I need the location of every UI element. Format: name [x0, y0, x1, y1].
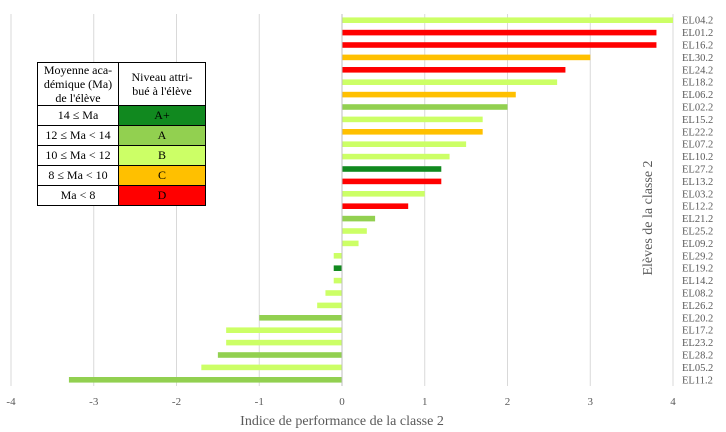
- legend-range: 8 ≤ Ma < 10: [37, 165, 119, 186]
- legend-header-average-line: démique (Ma): [43, 77, 113, 91]
- bar-el22-2: [342, 129, 483, 135]
- legend-header-level-line: Niveau attri-: [131, 70, 193, 84]
- bar-el26-2: [317, 302, 342, 309]
- bar-el16-2: [342, 42, 657, 48]
- legend-level: A: [118, 125, 206, 146]
- bar-el21-2: [342, 215, 376, 222]
- category-label: EL22.2: [682, 127, 713, 138]
- legend-range: 14 ≤ Ma: [37, 105, 119, 126]
- x-tick-labels: -4 -3 -2 -1 0 1 2 3 4: [6, 396, 676, 408]
- category-label: EL09.2: [682, 239, 713, 250]
- bar-el09-2: [342, 240, 359, 247]
- legend-range: 10 ≤ Ma < 12: [37, 145, 119, 166]
- category-label: EL08.2: [682, 289, 713, 300]
- legend-row: 14 ≤ Ma A+: [37, 105, 206, 126]
- bar-el07-2: [342, 141, 467, 147]
- category-label: EL21.2: [682, 214, 713, 225]
- legend-level: D: [118, 185, 206, 206]
- bar-el24-2: [342, 67, 566, 73]
- legend-header-row: Moyenne aca- démique (Ma) de l'élève Niv…: [37, 62, 206, 106]
- x-axis-title: Indice de performance de la classe 2: [240, 414, 444, 429]
- category-label: EL20.2: [682, 313, 713, 324]
- x-tick-label: 3: [588, 396, 594, 408]
- bar-el19-2: [333, 265, 342, 271]
- category-label: EL23.2: [682, 338, 713, 349]
- category-label: EL27.2: [682, 165, 713, 176]
- x-tick-label: -2: [172, 396, 181, 408]
- category-label: EL05.2: [682, 363, 713, 374]
- bar-el27-2: [342, 166, 442, 172]
- bar-el20-2: [259, 315, 342, 321]
- category-label: EL06.2: [682, 90, 713, 101]
- bar-el25-2: [342, 228, 367, 234]
- category-label: EL04.2: [682, 16, 713, 27]
- legend-level: B: [118, 145, 206, 166]
- category-label: EL11.2: [682, 375, 713, 386]
- legend-header-average: Moyenne aca- démique (Ma) de l'élève: [37, 62, 119, 106]
- bar-el29-2: [333, 253, 342, 259]
- category-label: EL17.2: [682, 326, 713, 337]
- x-tick-label: 4: [670, 396, 676, 408]
- category-label: EL07.2: [682, 140, 713, 151]
- x-tick-label: 1: [422, 396, 428, 408]
- category-label: EL24.2: [682, 65, 713, 76]
- bar-el03-2: [342, 191, 425, 197]
- bar-el10-2: [342, 153, 450, 160]
- category-label: EL19.2: [682, 264, 713, 275]
- bar-el30-2: [342, 54, 591, 61]
- bar-el15-2: [342, 116, 483, 123]
- legend-row: 8 ≤ Ma < 10 C: [37, 165, 206, 186]
- bar-el02-2: [342, 104, 508, 110]
- category-label: EL10.2: [682, 152, 713, 163]
- bar-el08-2: [325, 290, 342, 296]
- bar-el04-2: [342, 17, 673, 23]
- y-axis-title: Elèves de la classe 2: [641, 160, 656, 275]
- legend-row: Ma < 8 D: [37, 185, 206, 206]
- legend-range: Ma < 8: [37, 185, 119, 206]
- category-label: EL18.2: [682, 78, 713, 89]
- category-label: EL13.2: [682, 177, 713, 188]
- legend-header-average-line: de l'élève: [55, 91, 101, 105]
- bars: [68, 14, 673, 386]
- level-legend-table: Moyenne aca- démique (Ma) de l'élève Niv…: [37, 62, 206, 206]
- bar-el23-2: [226, 339, 342, 346]
- x-tick-label: 0: [339, 396, 345, 408]
- category-label: EL29.2: [682, 251, 713, 262]
- bar-el12-2: [342, 203, 409, 209]
- category-label: EL30.2: [682, 53, 713, 64]
- bar-el01-2: [342, 29, 657, 36]
- category-label: EL16.2: [682, 41, 713, 52]
- category-label: EL14.2: [682, 276, 713, 287]
- x-tick-label: -3: [89, 396, 99, 408]
- category-label: EL15.2: [682, 115, 713, 126]
- legend-range: 12 ≤ Ma < 14: [37, 125, 119, 146]
- bar-el05-2: [201, 364, 342, 371]
- bar-el28-2: [217, 352, 342, 358]
- category-label: EL12.2: [682, 202, 713, 213]
- bar-el18-2: [342, 79, 558, 85]
- category-label: EL25.2: [682, 227, 713, 238]
- category-label: EL28.2: [682, 351, 713, 362]
- bar-el14-2: [333, 277, 342, 284]
- category-label: EL01.2: [682, 28, 713, 39]
- bar-el06-2: [342, 91, 516, 98]
- legend-row: 12 ≤ Ma < 14 A: [37, 125, 206, 146]
- legend-header-average-line: Moyenne aca-: [43, 63, 113, 77]
- x-tick-label: 2: [505, 396, 511, 408]
- bar-el13-2: [342, 178, 442, 185]
- bar-el17-2: [226, 327, 342, 333]
- legend-level: C: [118, 165, 206, 186]
- category-label: EL02.2: [682, 103, 713, 114]
- category-label: EL03.2: [682, 189, 713, 200]
- legend-row: 10 ≤ Ma < 12 B: [37, 145, 206, 166]
- legend-header-level: Niveau attri- bué à l'élève: [118, 62, 206, 106]
- legend-header-level-line: bué à l'élève: [132, 84, 192, 98]
- x-tick-label: -1: [255, 396, 264, 408]
- category-label: EL26.2: [682, 301, 713, 312]
- bar-el11-2: [68, 377, 343, 383]
- legend-level: A+: [118, 105, 206, 126]
- x-tick-label: -4: [6, 396, 16, 408]
